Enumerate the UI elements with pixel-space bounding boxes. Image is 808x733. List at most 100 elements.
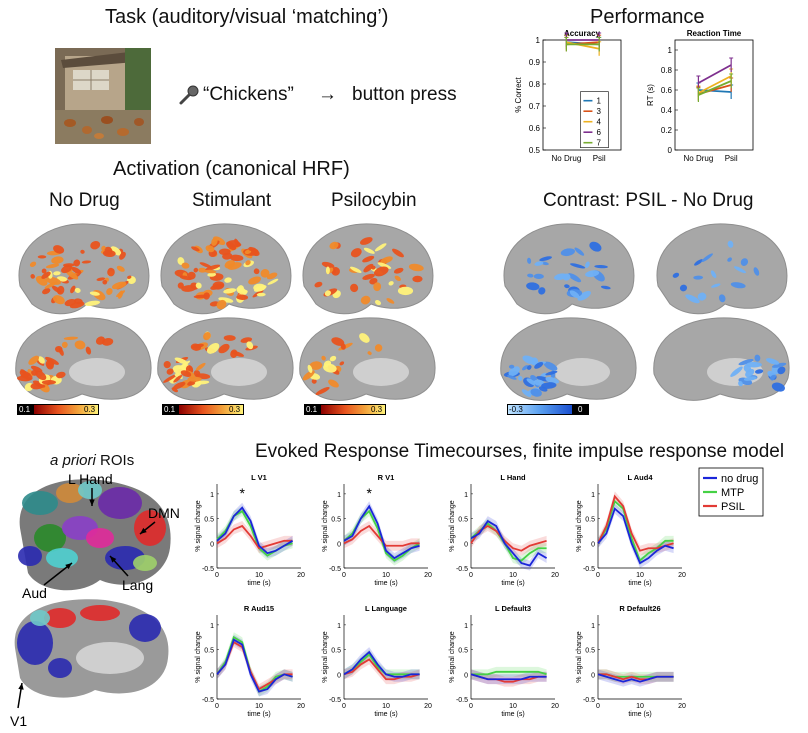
contrast-blob xyxy=(771,382,785,392)
rt-series-6 xyxy=(697,64,732,84)
activation-blob xyxy=(267,278,279,285)
activation-blob xyxy=(195,362,206,371)
tc-xtick-label: 0 xyxy=(215,703,219,710)
activation-blob xyxy=(363,263,374,273)
panel-label-psilocybin: Psilocybin xyxy=(331,190,417,211)
contrast-max: 0 xyxy=(578,405,583,414)
tc-ytick-label: 0.5 xyxy=(331,648,341,655)
tc-ytick-label: 0.5 xyxy=(204,517,214,524)
activation-blob xyxy=(218,343,230,354)
colorbar-max: 0.3 xyxy=(84,405,96,414)
activation-blob xyxy=(172,381,186,390)
medial-brain-1-inner xyxy=(211,358,267,386)
contrast-blob xyxy=(538,287,546,295)
activation-blob xyxy=(44,281,58,289)
colorbar-cool xyxy=(507,404,589,415)
contrast-blob xyxy=(534,261,544,266)
tc-xtick-label: 0 xyxy=(342,572,346,579)
activation-blob xyxy=(28,355,40,365)
arrow-v1-head xyxy=(18,683,24,690)
tc-panel-title: R Default26 xyxy=(619,604,660,613)
tc-ytick-label: 1 xyxy=(210,492,214,499)
activation-blob xyxy=(74,340,86,350)
tc-line-psil xyxy=(597,494,674,552)
tc-band-mtp xyxy=(471,666,547,680)
tc-band-no_drug xyxy=(344,647,420,682)
activation-blob xyxy=(181,262,190,269)
accuracy-ytick-label: 0.8 xyxy=(529,80,541,89)
activation-blob xyxy=(204,269,217,274)
lateral-brain-0 xyxy=(18,223,150,315)
tc-xtick-label: 10 xyxy=(509,572,517,579)
activation-blob xyxy=(266,272,278,280)
contrast-blob xyxy=(568,273,582,283)
roi-title: a priori ROIs xyxy=(50,452,134,469)
activation-blob xyxy=(256,292,266,297)
tc-ytick-label: 0 xyxy=(210,541,214,548)
tc-xtick-label: 0 xyxy=(342,703,346,710)
tc-xtick-label: 20 xyxy=(678,572,686,579)
activation-blob xyxy=(323,363,337,373)
activation-blob xyxy=(331,337,345,346)
activation-blob xyxy=(73,259,81,267)
activation-blob xyxy=(223,335,236,341)
roi-label-dmn: DMN xyxy=(148,505,180,521)
activation-blob xyxy=(394,275,401,282)
tc-xtick-label: 20 xyxy=(297,572,305,579)
activation-blob xyxy=(20,373,31,378)
tc-xtick-label: 20 xyxy=(297,703,305,710)
activation-blob xyxy=(236,294,249,301)
activation-blob xyxy=(110,246,122,256)
accuracy-xtick-label: No Drug xyxy=(552,154,582,163)
contrast-title: Contrast: PSIL - No Drug xyxy=(543,190,754,211)
arrow-lang-head xyxy=(110,556,117,563)
contrast-blob xyxy=(697,292,707,301)
rt-title: Reaction Time xyxy=(687,29,742,38)
colorbar-max-3: 0.3 xyxy=(371,405,383,414)
activation-blob xyxy=(363,247,375,254)
activation-blob xyxy=(70,285,76,294)
activation-blob xyxy=(374,243,387,252)
activation-blob xyxy=(360,237,373,245)
activation-blob xyxy=(386,298,395,304)
activation-blob xyxy=(350,283,359,293)
tc-band-no_drug xyxy=(344,501,420,564)
activation-blob xyxy=(302,370,315,381)
tc-line-no_drug xyxy=(343,650,420,678)
contrast-blob xyxy=(540,372,548,378)
activation-blob xyxy=(321,261,335,269)
activation-blob xyxy=(245,260,251,266)
panel-label-nodrug: No Drug xyxy=(49,190,120,211)
contrast-blob xyxy=(766,358,780,365)
activation-blob xyxy=(324,290,331,297)
activation-blob xyxy=(203,292,210,300)
activation-blob xyxy=(211,237,218,246)
contrast-blob xyxy=(753,267,760,276)
contrast-blob xyxy=(545,376,560,384)
contrast-blob xyxy=(577,290,591,301)
roi-patch-medial xyxy=(30,610,50,626)
tc-ytick-label: 1 xyxy=(591,623,595,630)
activation-title: Activation (canonical HRF) xyxy=(113,158,350,180)
tc-xtick-label: 20 xyxy=(551,572,559,579)
contrast-blob xyxy=(710,270,717,279)
activation-blob xyxy=(408,263,424,272)
activation-blob xyxy=(174,357,188,365)
activation-blob xyxy=(205,264,221,271)
activation-blob xyxy=(199,262,212,268)
tc-ytick-label: 0.5 xyxy=(585,517,595,524)
tc-ytick-label: 0.5 xyxy=(204,648,214,655)
contrast-blob xyxy=(738,380,743,387)
tc-band-no_drug xyxy=(217,502,293,559)
tc-significance-star: * xyxy=(239,485,245,501)
rt-ytick-label: 0.6 xyxy=(661,86,673,95)
activation-blob xyxy=(73,298,83,305)
legend-label-7: 7 xyxy=(596,139,601,148)
tc-xtick-label: 0 xyxy=(469,703,473,710)
tc-line-mtp xyxy=(471,670,547,676)
arrow-hand-head xyxy=(89,499,95,506)
activation-blob xyxy=(111,281,127,290)
tc-ytick-label: 0.5 xyxy=(331,517,341,524)
contrast-blob xyxy=(701,253,713,263)
tc-ytick-label: -0.5 xyxy=(456,697,468,704)
